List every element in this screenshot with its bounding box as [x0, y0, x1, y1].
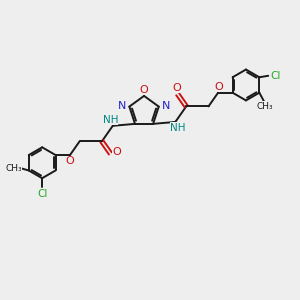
Text: NH: NH	[170, 123, 185, 133]
Text: N: N	[161, 101, 170, 111]
Text: O: O	[112, 147, 121, 157]
Text: NH: NH	[103, 115, 118, 125]
Text: Cl: Cl	[271, 71, 281, 81]
Text: O: O	[65, 156, 74, 166]
Text: O: O	[140, 85, 148, 95]
Text: N: N	[118, 101, 127, 111]
Text: CH₃: CH₃	[6, 164, 22, 172]
Text: O: O	[214, 82, 223, 92]
Text: O: O	[173, 83, 182, 93]
Text: Cl: Cl	[38, 189, 48, 199]
Text: CH₃: CH₃	[256, 102, 273, 111]
